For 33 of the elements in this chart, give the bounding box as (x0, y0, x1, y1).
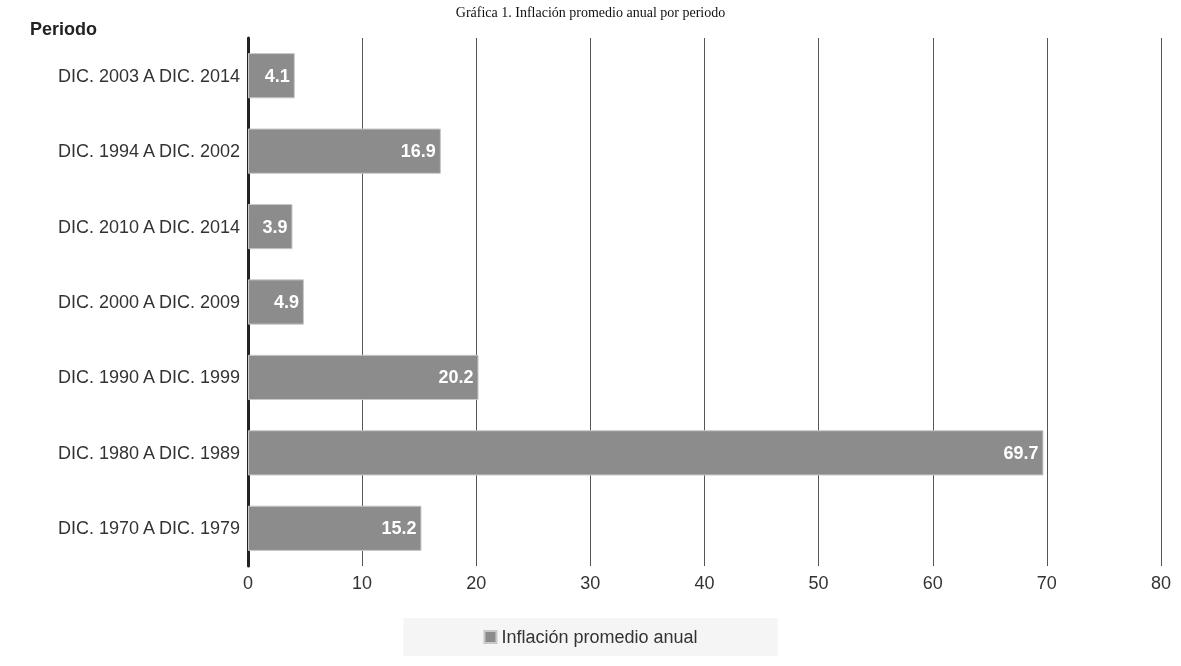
y-tick-label: DIC. 2010 A DIC. 2014 (57, 216, 240, 237)
legend-label: Inflación promedio anual (501, 627, 698, 647)
bar (248, 53, 295, 99)
chart-title: Gráfica 1. Inflación promedio anual por periodo (455, 4, 726, 20)
data-label: 15.2 (381, 518, 417, 539)
bar (248, 203, 293, 250)
data-label: 20.2 (438, 367, 474, 388)
x-tick-label: 40 (694, 573, 715, 593)
data-label: 16.9 (400, 141, 436, 162)
bar (248, 505, 422, 551)
y-tick-label: DIC. 1970 A DIC. 1979 (57, 518, 240, 539)
y-tick-label: DIC. 1990 A DIC. 1999 (57, 367, 240, 388)
x-tick-label: 80 (1150, 573, 1172, 593)
data-label: 69.7 (1003, 442, 1039, 463)
y-tick-label: DIC. 2003 A DIC. 2014 (57, 65, 240, 86)
data-label: 4.1 (264, 65, 290, 86)
x-tick-label: 20 (466, 573, 487, 593)
bar (248, 279, 304, 325)
y-tick-label: DIC. 1980 A DIC. 1989 (57, 442, 240, 463)
x-tick-label: 30 (580, 573, 601, 593)
data-label: 3.9 (262, 216, 288, 237)
y-axis-title: Periodo (30, 19, 98, 39)
data-label: 4.9 (273, 292, 299, 312)
x-tick-label: 50 (808, 573, 829, 593)
bar (248, 354, 479, 401)
x-tick-label: 60 (922, 573, 943, 593)
x-tick-label: 10 (352, 573, 373, 593)
x-tick-label: 0 (242, 573, 254, 593)
bar (248, 430, 1044, 476)
x-tick-label: 70 (1036, 573, 1057, 593)
y-tick-label: DIC. 1994 A DIC. 2002 (57, 141, 240, 162)
bar (248, 128, 441, 174)
y-tick-label: DIC. 2000 A DIC. 2009 (57, 292, 240, 312)
